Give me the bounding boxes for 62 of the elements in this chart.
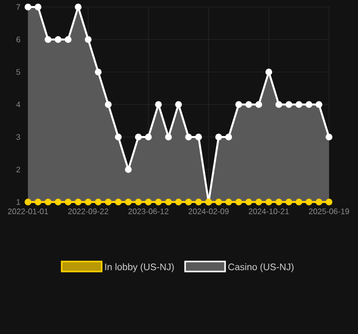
point (225, 198, 232, 206)
point (54, 36, 62, 43)
point (24, 198, 32, 206)
point (24, 4, 32, 10)
point (34, 4, 42, 10)
point (326, 134, 332, 140)
point (296, 101, 302, 108)
point (104, 198, 112, 206)
point (285, 198, 292, 206)
point (74, 4, 82, 10)
point (215, 134, 222, 140)
legend-label: Casino (US-NJ) (228, 263, 294, 272)
point (195, 198, 202, 206)
point (195, 134, 202, 140)
point (245, 101, 252, 108)
point (326, 198, 332, 206)
point (134, 198, 142, 206)
point (265, 68, 272, 76)
point (175, 101, 182, 108)
point (185, 134, 192, 140)
point (44, 36, 52, 43)
point (155, 198, 162, 206)
point (54, 198, 62, 206)
point (275, 101, 282, 108)
point (165, 134, 172, 140)
point (44, 198, 52, 206)
point (245, 198, 252, 206)
point (94, 68, 102, 76)
point (74, 198, 82, 206)
point (34, 198, 42, 206)
point (64, 36, 72, 43)
point (114, 198, 122, 206)
point (114, 134, 122, 140)
point (316, 198, 322, 206)
point (64, 198, 72, 206)
legend-label: In lobby (US-NJ) (105, 263, 174, 272)
point (104, 101, 112, 108)
point (84, 198, 92, 206)
point (145, 134, 152, 140)
point (316, 101, 322, 108)
point (235, 198, 242, 206)
point (124, 198, 132, 206)
point (265, 198, 272, 206)
point (306, 101, 312, 108)
point (255, 101, 262, 108)
point (94, 198, 102, 206)
point (175, 198, 182, 206)
point (145, 198, 152, 206)
point (296, 198, 302, 206)
point (225, 134, 232, 140)
point (235, 101, 242, 108)
point (165, 198, 172, 206)
point (285, 101, 292, 108)
point (124, 166, 132, 173)
point (306, 198, 312, 206)
point (84, 36, 92, 43)
point (155, 101, 162, 108)
point (215, 198, 222, 206)
point (255, 198, 262, 206)
point (275, 198, 282, 206)
point (185, 198, 192, 206)
point (134, 134, 142, 140)
